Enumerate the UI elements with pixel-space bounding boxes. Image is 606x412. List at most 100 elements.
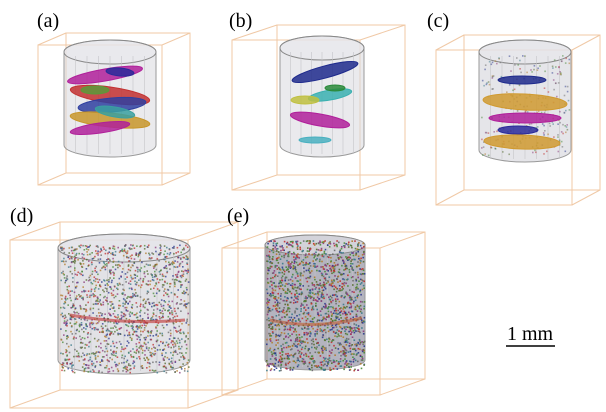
- voxel: [65, 316, 67, 318]
- voxel: [106, 283, 108, 285]
- voxel: [127, 340, 129, 342]
- voxel: [144, 273, 146, 275]
- voxel: [164, 309, 166, 311]
- voxel: [78, 253, 80, 255]
- voxel: [103, 246, 105, 248]
- voxel: [288, 358, 290, 360]
- voxel: [94, 290, 96, 292]
- particle-cluster: [81, 86, 109, 94]
- voxel: [182, 292, 184, 294]
- voxel: [318, 326, 320, 328]
- voxel: [66, 277, 68, 279]
- voxel: [180, 299, 182, 301]
- voxel: [293, 256, 295, 258]
- voxel: [136, 346, 138, 348]
- voxel: [324, 363, 326, 365]
- voxel: [96, 323, 98, 325]
- voxel: [75, 274, 77, 276]
- voxel: [303, 363, 305, 365]
- voxel: [96, 361, 98, 363]
- voxel: [311, 270, 313, 272]
- voxel: [132, 265, 134, 267]
- voxel: [559, 140, 561, 142]
- voxel: [168, 264, 170, 266]
- voxel: [122, 268, 124, 270]
- voxel: [91, 252, 93, 254]
- voxel: [323, 369, 325, 371]
- voxel: [106, 348, 108, 350]
- voxel: [151, 339, 153, 341]
- voxel: [359, 339, 361, 341]
- voxel: [280, 250, 282, 252]
- voxel: [119, 300, 121, 302]
- voxel: [294, 287, 296, 289]
- voxel: [111, 288, 113, 290]
- voxel: [320, 244, 322, 246]
- voxel: [115, 296, 117, 298]
- voxel: [353, 359, 355, 361]
- voxel: [170, 335, 172, 337]
- voxel: [62, 362, 64, 364]
- voxel: [120, 276, 122, 278]
- voxel: [343, 354, 345, 356]
- voxel: [87, 337, 89, 339]
- voxel: [285, 363, 287, 365]
- voxel: [147, 359, 149, 361]
- voxel: [63, 367, 65, 369]
- voxel: [329, 254, 331, 256]
- voxel: [331, 315, 333, 317]
- voxel: [311, 347, 313, 349]
- voxel: [167, 253, 169, 255]
- voxel: [328, 341, 330, 343]
- voxel: [297, 366, 299, 368]
- voxel: [179, 340, 181, 342]
- voxel: [484, 153, 486, 155]
- voxel: [317, 312, 319, 314]
- voxel: [157, 258, 159, 260]
- voxel: [278, 257, 280, 259]
- voxel: [85, 367, 87, 369]
- voxel: [294, 284, 296, 286]
- voxel: [153, 267, 155, 269]
- voxel: [344, 296, 346, 298]
- voxel: [544, 87, 546, 89]
- voxel: [334, 245, 336, 247]
- voxel: [162, 279, 164, 281]
- voxel: [269, 256, 271, 258]
- voxel: [125, 273, 127, 275]
- voxel: [358, 249, 360, 251]
- voxel: [275, 352, 277, 354]
- voxel: [290, 367, 292, 369]
- voxel: [543, 153, 545, 155]
- voxel: [339, 280, 341, 282]
- voxel: [565, 110, 567, 112]
- voxel: [268, 302, 270, 304]
- voxel: [267, 298, 269, 300]
- voxel: [296, 334, 298, 336]
- voxel: [142, 352, 144, 354]
- voxel: [81, 253, 83, 255]
- voxel: [96, 253, 98, 255]
- voxel: [344, 242, 346, 244]
- voxel: [544, 112, 546, 114]
- voxel: [125, 281, 127, 283]
- voxel: [282, 272, 284, 274]
- voxel: [306, 354, 308, 356]
- voxel: [114, 285, 116, 287]
- voxel: [163, 359, 165, 361]
- voxel: [141, 284, 143, 286]
- voxel: [124, 294, 126, 296]
- voxel: [312, 284, 314, 286]
- voxel: [362, 273, 364, 275]
- voxel: [70, 300, 72, 302]
- voxel: [348, 331, 350, 333]
- voxel: [340, 358, 342, 360]
- voxel: [335, 300, 337, 302]
- voxel: [115, 366, 117, 368]
- voxel: [358, 256, 360, 258]
- voxel: [187, 362, 189, 364]
- voxel: [100, 303, 102, 305]
- voxel: [343, 350, 345, 352]
- voxel: [341, 289, 343, 291]
- voxel: [362, 344, 364, 346]
